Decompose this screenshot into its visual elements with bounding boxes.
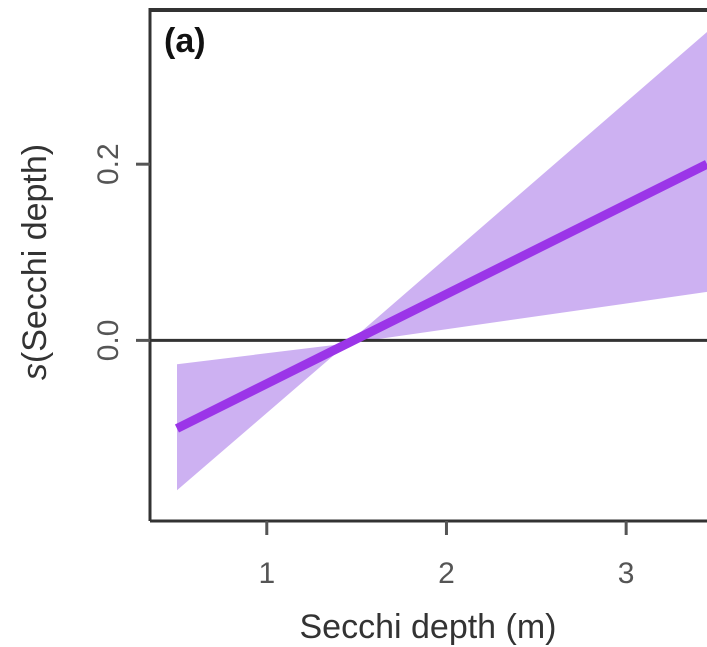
y-axis-title-prefix: s (16, 363, 54, 380)
y-axis-title: s(Secchi depth) (16, 144, 54, 380)
fitted-line (174, 160, 707, 433)
x-tick-label-3: 3 (618, 557, 635, 590)
y-tick-label-0.0: 0.0 (92, 320, 125, 362)
panel-label: (a) (164, 22, 206, 60)
x-axis-title: Secchi depth (m) (300, 608, 557, 646)
plot-area: 1 2 3 0.0 0.2 (92, 8, 707, 590)
y-axis-title-rest: (Secchi depth) (16, 144, 54, 363)
confidence-band (177, 32, 707, 491)
x-tick-label-2: 2 (438, 557, 455, 590)
y-tick-label-0.2: 0.2 (92, 143, 125, 185)
x-tick-label-1: 1 (258, 557, 275, 590)
